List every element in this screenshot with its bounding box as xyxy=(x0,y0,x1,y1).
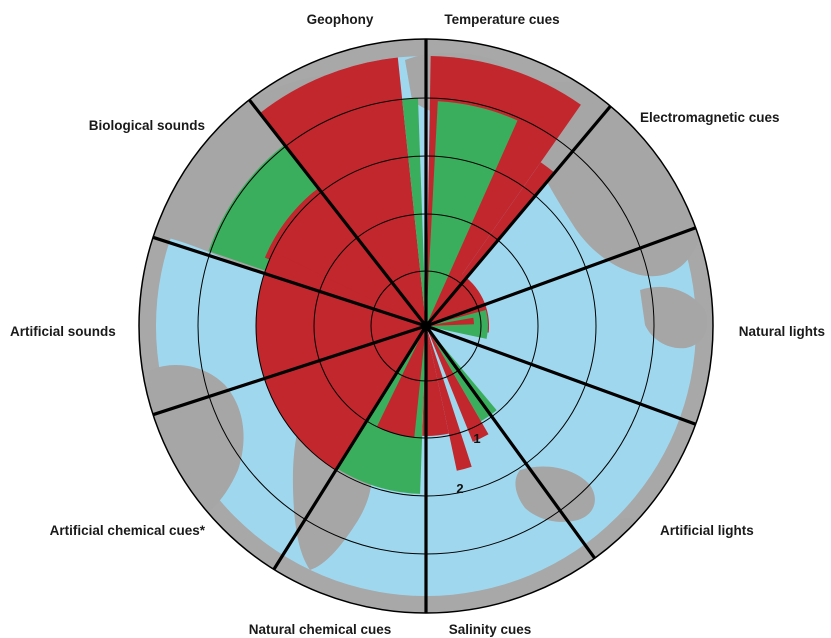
label-natural-chemical-cues: Natural chemical cues xyxy=(249,622,392,637)
label-biological-sounds: Biological sounds xyxy=(89,118,205,133)
sector-divider-3 xyxy=(425,226,697,328)
label-natural-lights: Natural lights xyxy=(739,324,825,339)
sector-divider-9 xyxy=(152,235,427,328)
wedge-marker-2-red xyxy=(426,326,472,471)
sector-dividers xyxy=(152,39,697,613)
center-hub xyxy=(421,321,431,331)
marker-2: 2 xyxy=(456,481,463,496)
wedge-geophony-green xyxy=(402,98,426,326)
label-artificial-sounds: Artificial sounds xyxy=(10,324,116,339)
label-artificial-lights: Artificial lights xyxy=(660,523,754,538)
wedge-natural-lights-inner-red xyxy=(426,317,474,326)
sector-divider-8 xyxy=(152,324,427,417)
label-artificial-chemical-cues: Artificial chemical cues* xyxy=(50,523,206,538)
wedge-marker-1-red xyxy=(426,326,489,442)
wedge-natural-chemical-inner-red xyxy=(376,326,426,438)
label-temperature-cues: Temperature cues xyxy=(444,12,559,27)
label-geophony: Geophony xyxy=(307,12,374,27)
land-southeast-asia xyxy=(640,286,708,349)
label-electromagnetic-cues: Electromagnetic cues xyxy=(640,110,780,125)
wedge-artificial-sounds-red xyxy=(255,251,426,471)
label-salinity-cues: Salinity cues xyxy=(449,622,532,637)
wedge-biological-edge-red xyxy=(268,188,426,326)
marker-1: 1 xyxy=(473,431,480,446)
sector-divider-4 xyxy=(425,324,697,426)
sector-divider-7 xyxy=(272,325,428,571)
sector-divider-2 xyxy=(424,105,612,328)
wedge-natural-chemical-red xyxy=(422,326,449,436)
wedge-natural-chemical-green xyxy=(337,326,426,494)
sector-divider-10 xyxy=(248,98,428,327)
land-australia xyxy=(515,466,595,522)
sector-divider-5 xyxy=(424,325,596,560)
wedge-geophony-red xyxy=(259,57,426,326)
